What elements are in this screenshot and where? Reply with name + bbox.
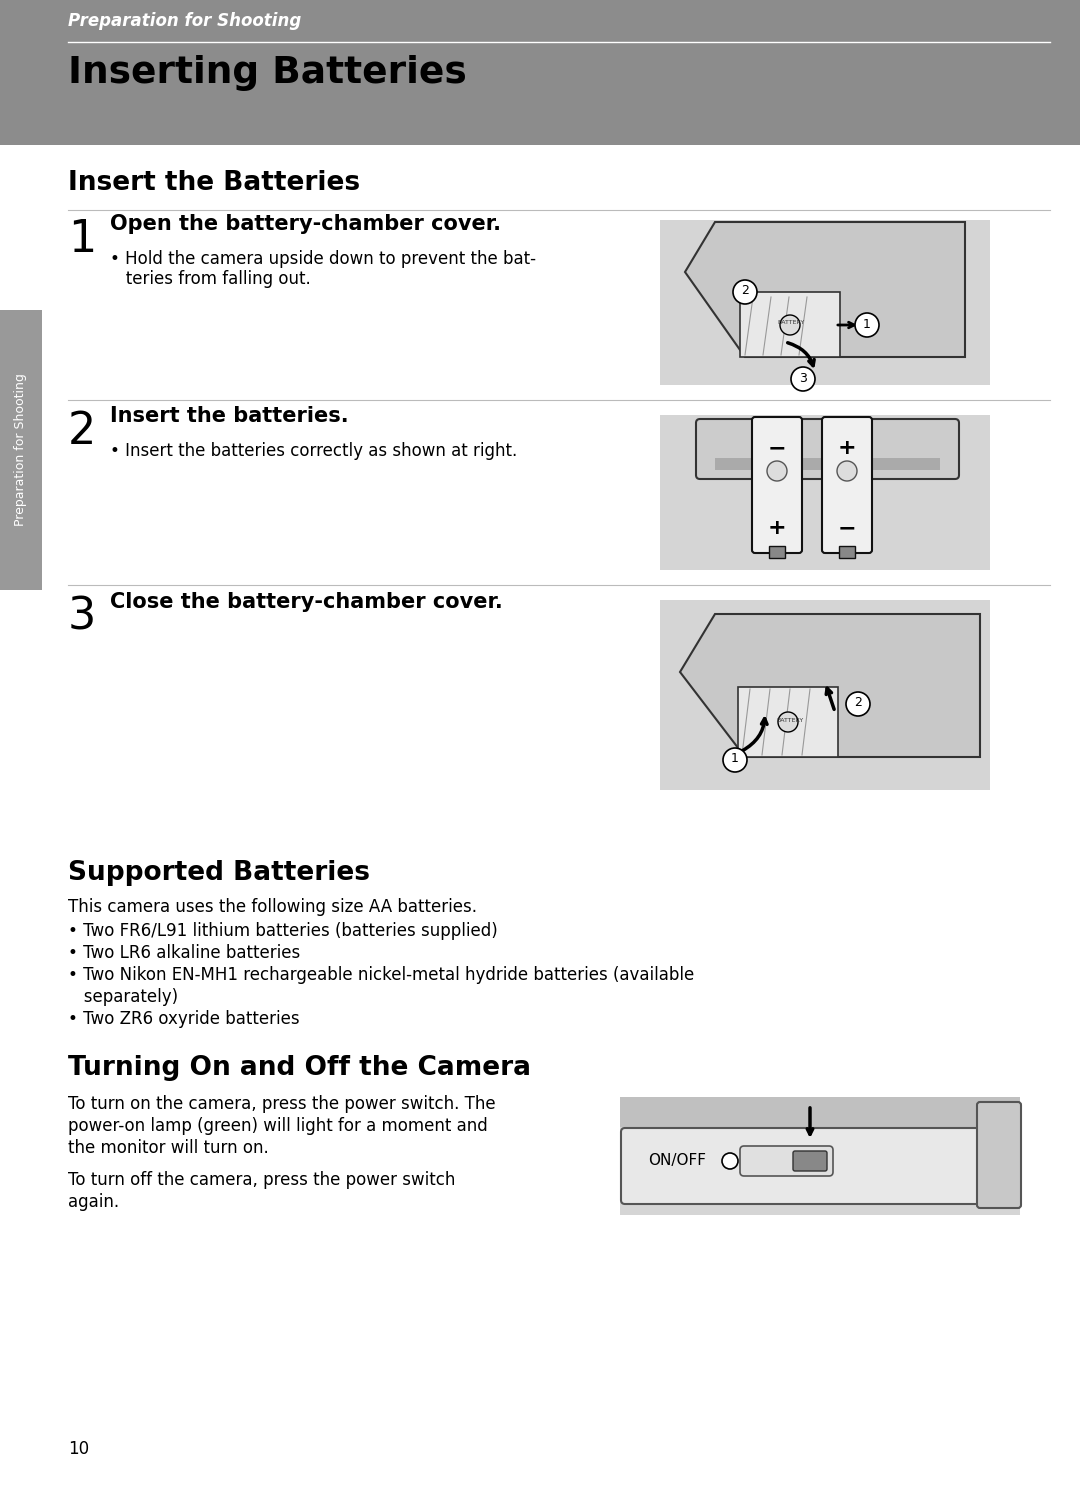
Circle shape [837, 461, 858, 481]
Text: BATTERY: BATTERY [777, 718, 804, 722]
Polygon shape [738, 687, 838, 756]
Text: separately): separately) [68, 988, 178, 1006]
Bar [660, 220, 990, 385]
Text: • Two Nikon EN-MH1 rechargeable nickel-metal hydride batteries (available: • Two Nikon EN-MH1 rechargeable nickel-m… [68, 966, 694, 984]
Text: • Hold the camera upside down to prevent the bat-: • Hold the camera upside down to prevent… [110, 250, 536, 267]
Text: Preparation for Shooting: Preparation for Shooting [14, 373, 27, 526]
FancyBboxPatch shape [752, 418, 802, 553]
Text: 1: 1 [731, 752, 739, 765]
FancyBboxPatch shape [822, 418, 872, 553]
Text: This camera uses the following size AA batteries.: This camera uses the following size AA b… [68, 898, 477, 915]
Text: Close the battery-chamber cover.: Close the battery-chamber cover. [110, 591, 503, 612]
Text: 2: 2 [68, 410, 96, 453]
Text: To turn on the camera, press the power switch. The: To turn on the camera, press the power s… [68, 1095, 496, 1113]
FancyBboxPatch shape [621, 1128, 1020, 1204]
Text: +: + [838, 438, 856, 458]
Text: 10: 10 [68, 1440, 90, 1458]
Text: • Insert the batteries correctly as shown at right.: • Insert the batteries correctly as show… [110, 441, 517, 461]
Text: 3: 3 [68, 596, 96, 639]
Bar [620, 1097, 1020, 1216]
Circle shape [846, 692, 870, 716]
Text: Open the battery-chamber cover.: Open the battery-chamber cover. [110, 214, 501, 233]
Text: Turning On and Off the Camera: Turning On and Off the Camera [68, 1055, 531, 1080]
Text: again.: again. [68, 1193, 119, 1211]
Circle shape [778, 712, 798, 733]
Bar [660, 600, 990, 791]
Polygon shape [740, 293, 840, 357]
Circle shape [780, 315, 800, 334]
Text: 1: 1 [863, 318, 870, 330]
Text: Insert the batteries.: Insert the batteries. [110, 406, 349, 426]
Text: • Two LR6 alkaline batteries: • Two LR6 alkaline batteries [68, 944, 300, 961]
Text: 3: 3 [799, 372, 807, 385]
Circle shape [733, 279, 757, 305]
Bar [660, 415, 990, 571]
Text: power-on lamp (green) will light for a moment and: power-on lamp (green) will light for a m… [68, 1117, 488, 1135]
Text: −: − [838, 519, 856, 538]
Circle shape [791, 367, 815, 391]
Bar [715, 458, 940, 470]
Circle shape [855, 314, 879, 337]
Text: ON/OFF: ON/OFF [648, 1153, 706, 1168]
Text: 2: 2 [741, 284, 748, 297]
Text: the monitor will turn on.: the monitor will turn on. [68, 1138, 269, 1158]
FancyBboxPatch shape [793, 1152, 827, 1171]
Text: Inserting Batteries: Inserting Batteries [68, 55, 467, 91]
Text: BATTERY: BATTERY [777, 321, 805, 325]
Text: teries from falling out.: teries from falling out. [110, 270, 311, 288]
FancyBboxPatch shape [696, 419, 959, 478]
Bar [0, 0, 1080, 146]
Text: Insert the Batteries: Insert the Batteries [68, 169, 360, 196]
Text: −: − [768, 438, 786, 458]
Text: 2: 2 [854, 697, 862, 709]
Text: +: + [768, 519, 786, 538]
Bar [0, 311, 42, 590]
FancyBboxPatch shape [740, 1146, 833, 1175]
Bar [769, 545, 785, 559]
Bar [839, 545, 855, 559]
Circle shape [723, 1153, 738, 1169]
Text: To turn off the camera, press the power switch: To turn off the camera, press the power … [68, 1171, 456, 1189]
Text: • Two FR6/L91 lithium batteries (batteries supplied): • Two FR6/L91 lithium batteries (batteri… [68, 921, 498, 941]
Polygon shape [680, 614, 980, 756]
Circle shape [767, 461, 787, 481]
Text: Preparation for Shooting: Preparation for Shooting [68, 12, 301, 30]
Polygon shape [685, 221, 966, 357]
Text: • Two ZR6 oxyride batteries: • Two ZR6 oxyride batteries [68, 1010, 299, 1028]
Text: 1: 1 [68, 218, 96, 262]
FancyBboxPatch shape [977, 1103, 1021, 1208]
Circle shape [723, 747, 747, 773]
Text: Supported Batteries: Supported Batteries [68, 860, 370, 886]
Bar [620, 1097, 1020, 1126]
